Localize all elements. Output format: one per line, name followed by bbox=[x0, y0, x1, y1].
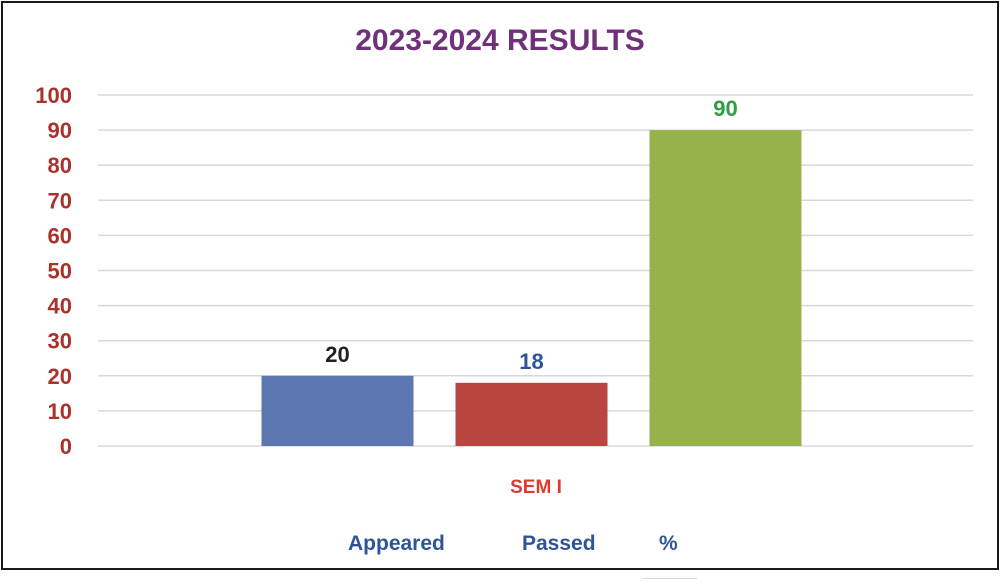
data-label-%: 90 bbox=[713, 96, 737, 121]
chart-frame bbox=[1, 1, 999, 570]
y-axis-ticks: 0 10 20 30 40 50 60 70 80 90 100 bbox=[35, 83, 72, 459]
chart-title: 2023-2024 RESULTS bbox=[355, 24, 645, 57]
y-tick-label-30: 30 bbox=[48, 329, 72, 354]
data-label-Appeared: 20 bbox=[325, 342, 349, 367]
bar-Passed bbox=[455, 382, 608, 446]
bars bbox=[261, 130, 802, 446]
legend-item-passed: Passed bbox=[522, 532, 596, 555]
bar-% bbox=[649, 130, 802, 446]
y-tick-label-80: 80 bbox=[48, 153, 72, 178]
category-label: SEM I bbox=[510, 477, 562, 498]
y-tick-label-50: 50 bbox=[48, 259, 72, 284]
divider bbox=[642, 578, 697, 579]
y-tick-label-0: 0 bbox=[60, 434, 72, 459]
legend-item-percent: % bbox=[659, 532, 678, 555]
y-tick-label-20: 20 bbox=[48, 364, 72, 389]
y-tick-label-10: 10 bbox=[48, 399, 72, 424]
category-labels: SEM I bbox=[510, 477, 562, 498]
y-tick-label-40: 40 bbox=[48, 294, 72, 319]
data-labels: 20 18 90 bbox=[325, 96, 737, 374]
y-tick-label-60: 60 bbox=[48, 223, 72, 248]
y-tick-label-70: 70 bbox=[48, 188, 72, 213]
bar-Appeared bbox=[261, 375, 414, 446]
data-label-Passed: 18 bbox=[519, 349, 543, 374]
legend-item-appeared: Appeared bbox=[348, 532, 445, 555]
y-tick-label-90: 90 bbox=[48, 118, 72, 143]
gridlines bbox=[98, 94, 973, 447]
y-tick-label-100: 100 bbox=[35, 83, 72, 108]
